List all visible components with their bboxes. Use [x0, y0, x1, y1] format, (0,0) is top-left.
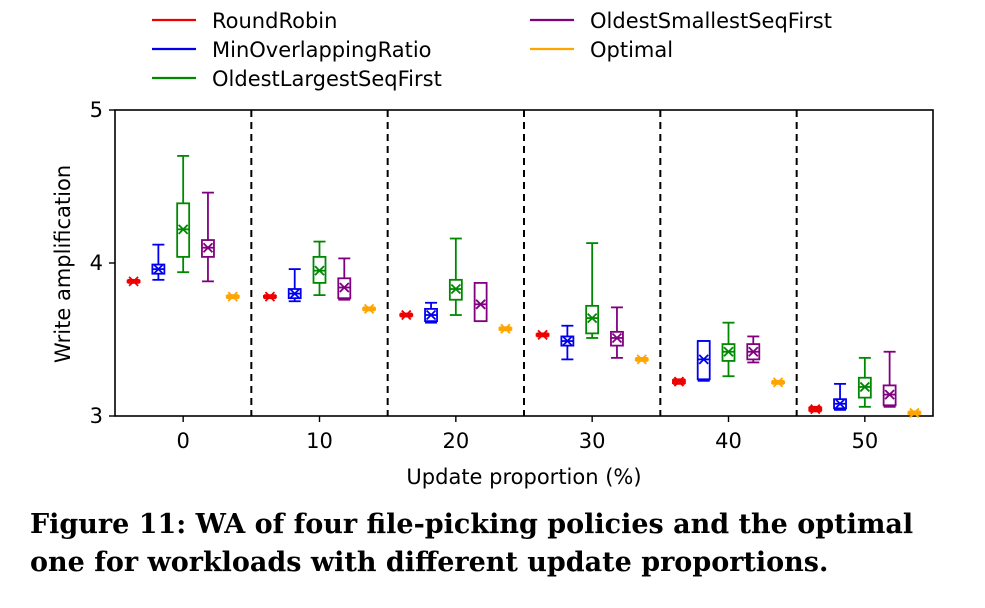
box-MinOverlappingRatio-30 — [560, 324, 575, 361]
mean-marker — [636, 354, 647, 365]
box-Optimal-40 — [771, 377, 785, 388]
box-Optimal-0 — [225, 291, 240, 302]
legend-item-Optimal: Optimal — [530, 38, 673, 62]
box-Optimal-30 — [634, 354, 649, 365]
mean-marker — [611, 332, 623, 344]
box-MinOverlappingRatio-0 — [151, 243, 166, 281]
plot-area — [114, 109, 934, 419]
box-body — [585, 304, 600, 335]
mean-marker — [500, 323, 511, 334]
mean-marker — [909, 407, 920, 419]
box-RoundRobin-30 — [535, 329, 550, 341]
box-Optimal-20 — [498, 323, 513, 334]
mean-marker — [810, 403, 821, 415]
mean-marker — [748, 346, 759, 357]
plot-frame — [114, 109, 934, 417]
legend-label: MinOverlappingRatio — [212, 38, 432, 62]
y-axis-title: Write amplification — [51, 165, 75, 363]
mean-marker — [587, 312, 598, 324]
x-tick-label: 0 — [176, 429, 189, 453]
box-RoundRobin-20 — [399, 309, 414, 321]
legend-item-OldestSmallestSeqFirst: OldestSmallestSeqFirst — [530, 9, 832, 33]
box-OldestLargestSeqFirst-30 — [585, 242, 600, 339]
box-Optimal-50 — [907, 407, 922, 419]
y-tick-label: 5 — [90, 98, 103, 122]
mean-marker — [859, 381, 870, 393]
x-axis-title: Update proportion (%) — [406, 465, 641, 489]
y-tick-label: 3 — [90, 404, 103, 428]
box-OldestSmallestSeqFirst-30 — [610, 306, 624, 359]
legend-label: OldestSmallestSeqFirst — [590, 9, 832, 33]
mean-marker — [227, 291, 238, 302]
mean-marker — [178, 224, 189, 235]
x-tick-label: 20 — [442, 429, 469, 453]
mean-marker — [339, 282, 350, 293]
x-tick-label: 50 — [851, 429, 878, 453]
mean-marker — [723, 346, 734, 357]
mean-marker — [537, 329, 548, 341]
x-tick-label: 30 — [579, 429, 606, 453]
legend-item-MinOverlappingRatio: MinOverlappingRatio — [152, 38, 432, 62]
mean-marker — [314, 265, 325, 276]
box-OldestSmallestSeqFirst-20 — [473, 281, 488, 323]
mean-marker — [884, 389, 895, 400]
legend: RoundRobin MinOverlappingRatio OldestLarge… — [152, 9, 832, 91]
mean-marker — [264, 291, 276, 302]
mean-marker — [673, 376, 685, 387]
legend-item-RoundRobin: RoundRobin — [152, 9, 337, 33]
mean-marker — [450, 283, 461, 295]
mean-marker — [401, 309, 412, 321]
mean-marker — [834, 398, 846, 409]
box-OldestLargestSeqFirst-40 — [721, 321, 736, 378]
box-OldestSmallestSeqFirst-0 — [201, 191, 215, 283]
box-body — [473, 281, 488, 323]
mean-marker — [202, 242, 214, 253]
figure-caption: Figure 11: WA of four file-picking polic… — [30, 509, 914, 578]
box-OldestLargestSeqFirst-10 — [312, 240, 327, 297]
box-OldestLargestSeqFirst-20 — [448, 237, 463, 316]
mean-marker — [772, 377, 784, 388]
x-tick-label: 10 — [306, 429, 333, 453]
box-MinOverlappingRatio-50 — [833, 382, 847, 411]
box-OldestLargestSeqFirst-50 — [857, 356, 872, 408]
y-tick-label: 4 — [90, 251, 103, 275]
box-plot-chart: RoundRobin MinOverlappingRatio OldestLarge… — [51, 9, 934, 489]
y-axis: 3 4 5 — [90, 98, 115, 428]
box-MinOverlappingRatio-40 — [696, 340, 711, 382]
mean-marker — [289, 288, 300, 299]
mean-marker — [425, 309, 437, 321]
mean-marker — [363, 303, 375, 315]
box-MinOverlappingRatio-20 — [424, 301, 438, 324]
mean-marker — [153, 263, 164, 275]
legend-label: Optimal — [590, 38, 673, 62]
legend-label: RoundRobin — [212, 9, 337, 33]
box-Optimal-10 — [362, 303, 376, 315]
mean-marker — [475, 299, 486, 310]
box-RoundRobin-10 — [263, 291, 277, 302]
legend-label: OldestLargestSeqFirst — [212, 67, 442, 91]
box-MinOverlappingRatio-10 — [287, 268, 302, 303]
mean-marker — [562, 335, 573, 347]
x-axis: 0 10 20 30 40 50 — [176, 416, 878, 453]
x-tick-label: 40 — [715, 429, 742, 453]
box-OldestSmallestSeqFirst-10 — [337, 257, 352, 301]
box-OldestLargestSeqFirst-0 — [176, 154, 191, 274]
mean-marker — [128, 276, 139, 287]
box-OldestSmallestSeqFirst-40 — [746, 335, 761, 364]
legend-item-OldestLargestSeqFirst: OldestLargestSeqFirst — [152, 67, 442, 91]
box-OldestSmallestSeqFirst-50 — [882, 350, 897, 408]
box-RoundRobin-0 — [126, 276, 141, 287]
mean-marker — [698, 354, 709, 365]
box-RoundRobin-50 — [808, 403, 823, 415]
box-RoundRobin-40 — [672, 376, 686, 387]
